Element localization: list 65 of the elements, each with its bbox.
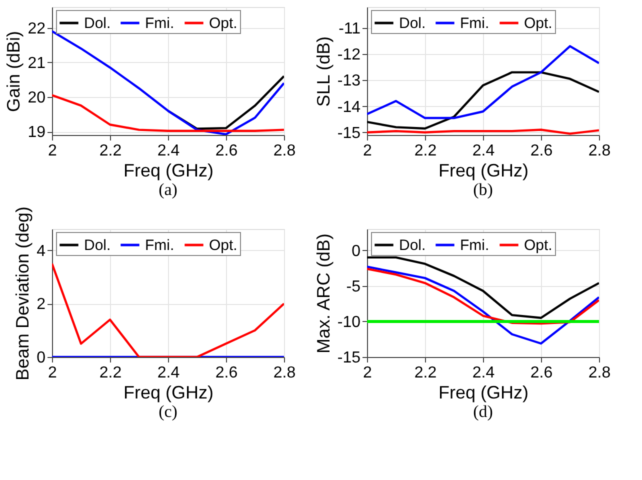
x-tick-label: 2.4 (157, 142, 180, 160)
text: (d) (473, 402, 493, 421)
legend-label: Opt. (209, 237, 238, 254)
legend-label: Dol. (84, 15, 111, 32)
y-tick-label: 22 (28, 20, 46, 38)
x-tick-label: 2.6 (215, 142, 238, 160)
y-tick-label: -5 (346, 278, 361, 296)
y-tick-label: 19 (28, 124, 46, 142)
line-series (367, 266, 599, 345)
y-tick-label: 0 (352, 242, 361, 260)
line-series (367, 71, 599, 130)
x-axis-title: Freq (GHz) (124, 160, 214, 180)
x-tick-label: 2.2 (99, 142, 122, 160)
x-tick-label: 2.8 (588, 364, 611, 382)
y-tick-label: -15 (337, 350, 361, 366)
x-tick-label: 2.6 (530, 142, 553, 160)
x-axis-title: Freq (GHz) (438, 382, 528, 402)
x-tick-label: 2 (363, 364, 372, 382)
y-tick-label: -10 (337, 314, 361, 331)
legend-label: Dol. (84, 237, 111, 254)
legend-label: Fmi. (145, 237, 174, 254)
y-axis-title: Max. ARC (dB) (313, 233, 334, 354)
legend-label: Fmi. (460, 237, 490, 254)
legend-label: Opt. (524, 15, 552, 32)
line-series (367, 45, 599, 120)
text: (a) (158, 180, 178, 199)
x-tick-label: 2.2 (99, 364, 122, 382)
legend-label: Fmi. (145, 15, 174, 32)
y-axis-title: Beam Deviation (deg) (12, 206, 33, 381)
text: (b) (473, 180, 493, 199)
y-tick-label: 20 (28, 89, 46, 106)
y-tick-label: -14 (337, 98, 361, 116)
x-tick-label: 2.8 (273, 142, 296, 160)
legend-label: Fmi. (460, 15, 490, 32)
y-axis-title: SLL (dB) (313, 36, 334, 107)
x-tick-label: 2 (48, 364, 58, 382)
line-series (367, 256, 599, 319)
x-tick-label: 2.4 (472, 142, 495, 160)
y-tick-label: -13 (337, 72, 361, 90)
y-tick-label: 21 (28, 54, 46, 72)
line-series (367, 268, 599, 325)
text: (c) (158, 402, 178, 421)
y-axis-title: Gain (dBi) (4, 30, 24, 112)
x-tick-label: 2 (363, 142, 372, 160)
x-tick-label: 2.8 (273, 364, 296, 382)
x-tick-label: 2.4 (157, 364, 180, 382)
y-tick-label: 2 (36, 296, 46, 314)
x-tick-label: 2.6 (530, 364, 553, 382)
x-tick-label: 2.2 (414, 142, 437, 160)
x-axis-title: Freq (GHz) (124, 382, 214, 402)
y-tick-label: 0 (36, 350, 46, 366)
y-tick-label: 4 (36, 242, 46, 260)
y-tick-label: -11 (338, 20, 361, 38)
y-tick-label: -12 (337, 46, 361, 64)
x-tick-label: 2.4 (472, 364, 495, 382)
legend-label: Opt. (524, 237, 552, 254)
x-tick-label: 2.6 (215, 364, 238, 382)
legend-label: Dol. (399, 15, 426, 32)
y-tick-label: -15 (337, 124, 361, 142)
legend-label: Dol. (399, 237, 426, 254)
legend-label: Opt. (209, 15, 238, 32)
x-tick-label: 2 (48, 142, 58, 160)
x-tick-label: 2.2 (414, 364, 437, 382)
x-tick-label: 2.8 (588, 142, 611, 160)
x-axis-title: Freq (GHz) (438, 160, 528, 180)
